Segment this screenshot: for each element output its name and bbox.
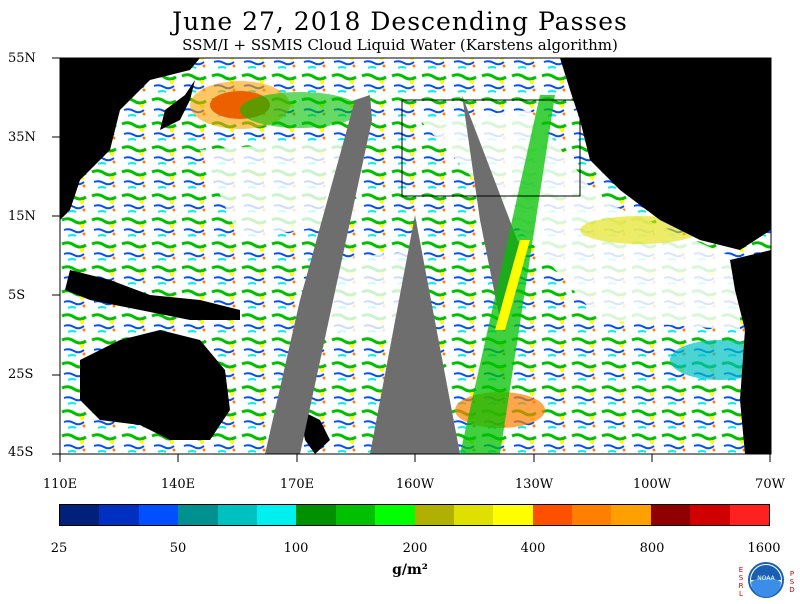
lat-label: 15N bbox=[8, 209, 36, 224]
colorbar-swatch bbox=[178, 505, 218, 525]
colorbar-swatch bbox=[690, 505, 730, 525]
colorbar-swatch bbox=[453, 505, 494, 525]
colorbar-swatch bbox=[60, 505, 100, 525]
colorbar-tick-label: 400 bbox=[520, 541, 546, 556]
lat-label: 55N bbox=[8, 51, 36, 66]
lon-label: 100W bbox=[632, 477, 672, 492]
region-box bbox=[401, 99, 581, 197]
cloud-band bbox=[460, 95, 555, 454]
colorbar-swatch bbox=[99, 505, 139, 525]
swath-gap bbox=[265, 95, 370, 454]
map-subtitle: SSM/I + SSMIS Cloud Liquid Water (Karste… bbox=[182, 36, 618, 54]
colorbar-tick-label: 25 bbox=[50, 541, 68, 556]
map-ticks bbox=[52, 57, 771, 462]
colorbar-swatch bbox=[532, 505, 573, 525]
north-america-land bbox=[560, 58, 771, 250]
lon-label: 130W bbox=[514, 477, 554, 492]
lon-label: 160W bbox=[395, 477, 435, 492]
colorbar-swatch bbox=[729, 505, 770, 525]
clear-area bbox=[420, 110, 740, 330]
colorbar-swatch bbox=[217, 505, 257, 525]
swath-gap bbox=[370, 215, 460, 454]
clear-area bbox=[200, 140, 360, 240]
colorbar-swatch bbox=[375, 505, 415, 525]
lon-label: 170E bbox=[279, 477, 315, 492]
colorbar-swatch bbox=[138, 505, 179, 525]
colorbar-swatch bbox=[256, 505, 297, 525]
colorbar-swatch bbox=[414, 505, 454, 525]
colorbar-swatch bbox=[650, 505, 691, 525]
logo-name: NOAA bbox=[757, 575, 775, 582]
colorbar-swatch bbox=[335, 505, 376, 525]
colorbar-tick-label: 50 bbox=[169, 541, 187, 556]
asia-land bbox=[60, 58, 200, 220]
svg-text:S: S bbox=[790, 578, 795, 586]
colorbar bbox=[59, 504, 770, 526]
svg-text:S: S bbox=[739, 574, 744, 582]
svg-text:L: L bbox=[739, 590, 743, 598]
svg-text:R: R bbox=[739, 582, 744, 590]
svg-text:P: P bbox=[790, 570, 794, 578]
new-zealand-land bbox=[300, 410, 330, 454]
lon-label: 70W bbox=[755, 477, 785, 492]
heavy-cloud bbox=[240, 92, 360, 128]
lat-label: 45S bbox=[8, 445, 34, 460]
colorbar-swatch bbox=[572, 505, 612, 525]
cloud-band bbox=[495, 240, 530, 330]
clear-area bbox=[320, 250, 420, 340]
japan-land bbox=[160, 80, 195, 130]
colorbar-swatch bbox=[493, 505, 533, 525]
australia-land bbox=[80, 330, 230, 440]
colorbar-tick-label: 1600 bbox=[747, 541, 781, 556]
lat-label: 5S bbox=[8, 288, 26, 303]
lat-label: 35N bbox=[8, 130, 36, 145]
lat-label: 25S bbox=[8, 367, 34, 382]
svg-text:D: D bbox=[789, 586, 794, 594]
noaa-logo: NOAA E S R L P S D bbox=[735, 558, 797, 600]
south-america-land bbox=[730, 250, 771, 454]
lon-label: 140E bbox=[160, 477, 196, 492]
colorbar-tick-label: 200 bbox=[402, 541, 428, 556]
svg-text:E: E bbox=[739, 566, 743, 574]
colorbar-tick-label: 100 bbox=[283, 541, 309, 556]
colorbar-swatch bbox=[611, 505, 651, 525]
units-label: g/m² bbox=[392, 562, 428, 578]
colorbar-swatch bbox=[296, 505, 336, 525]
indonesia-land bbox=[65, 270, 240, 320]
map-title: June 27, 2018 Descending Passes bbox=[172, 7, 628, 36]
colorbar-tick-label: 800 bbox=[639, 541, 665, 556]
lon-label: 110E bbox=[42, 477, 78, 492]
